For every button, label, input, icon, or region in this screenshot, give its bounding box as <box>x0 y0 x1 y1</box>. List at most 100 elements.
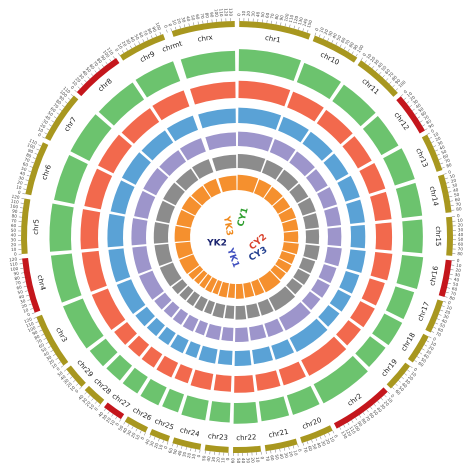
tick-mark <box>443 301 447 303</box>
tick-mark <box>44 132 48 135</box>
tick-mark <box>151 35 153 39</box>
tick-label: 120 <box>223 8 228 17</box>
tick-mark <box>30 308 34 310</box>
ideogram <box>333 387 388 429</box>
tick-mark <box>443 173 447 175</box>
chromosome-label: chr24 <box>179 426 201 439</box>
tick-label: 20 <box>186 452 192 459</box>
tick-mark <box>364 60 367 63</box>
tick-label: 0 <box>456 258 460 263</box>
tick-label: 0 <box>14 251 17 256</box>
tick-mark <box>318 34 321 38</box>
tick-label: 20 <box>48 358 55 365</box>
tick-label: 50 <box>40 346 47 353</box>
tick-label: 30 <box>181 451 187 458</box>
tick-mark <box>153 436 156 440</box>
track-bar <box>132 246 152 274</box>
tick-mark <box>298 26 300 30</box>
tick-label: 30 <box>437 140 444 147</box>
track-bar <box>143 167 169 196</box>
tick-label: 50 <box>440 149 447 156</box>
tick-label: 30 <box>443 313 450 320</box>
track-bar <box>141 346 163 368</box>
tick-label: 50 <box>47 110 54 117</box>
tick-label: 110 <box>348 425 357 435</box>
tick-mark <box>22 281 26 283</box>
tick-mark <box>27 299 31 301</box>
tick-mark <box>34 153 38 155</box>
tick-mark <box>440 309 444 312</box>
tick-label: 30 <box>78 73 86 81</box>
tick-mark <box>48 124 52 127</box>
tick-label: 10 <box>117 43 124 50</box>
tick-label: 10 <box>446 304 453 311</box>
track-bar <box>181 395 209 421</box>
tick-label: 50 <box>133 33 140 40</box>
track-bar <box>179 138 206 161</box>
tick-mark <box>431 331 435 333</box>
tick-mark <box>127 424 130 427</box>
tick-label: 10 <box>292 450 298 457</box>
tick-mark <box>72 380 76 383</box>
tick-label: 10 <box>51 362 59 369</box>
tick-mark <box>351 51 354 55</box>
tick-mark <box>139 430 142 434</box>
tick-mark <box>64 101 68 104</box>
track-bar <box>395 182 423 218</box>
tick-mark <box>302 28 304 32</box>
track-bar <box>218 281 229 298</box>
track-bar <box>402 219 423 254</box>
track-bar <box>163 301 180 318</box>
track-bar <box>179 254 200 275</box>
ideogram <box>396 96 425 134</box>
track-bar <box>108 248 131 283</box>
tick-label: 80 <box>204 12 210 18</box>
tick-label: 40 <box>77 393 85 401</box>
tick-mark <box>119 419 122 422</box>
tick-mark <box>135 428 138 432</box>
tick-label: 30 <box>42 118 49 125</box>
tick-mark <box>101 64 104 68</box>
tick-mark <box>274 449 276 453</box>
track-bar <box>194 295 208 312</box>
tick-label: 30 <box>379 403 386 411</box>
track-bar <box>146 317 165 337</box>
track-bar <box>286 385 320 415</box>
track-bar <box>297 197 316 216</box>
tick-label: 60 <box>420 110 427 117</box>
tick-label: 40 <box>279 453 285 460</box>
track-bar <box>298 257 316 274</box>
tick-mark <box>373 403 377 407</box>
track-bar <box>182 314 199 332</box>
tick-mark <box>149 435 152 438</box>
tick-label: 0 <box>260 456 265 460</box>
tick-mark <box>21 277 25 279</box>
tick-mark <box>170 28 172 32</box>
tick-mark <box>412 108 415 111</box>
track-bar <box>190 81 236 105</box>
chromosome-label: chr10 <box>319 51 341 67</box>
tick-mark <box>123 421 126 425</box>
tick-mark <box>370 406 373 410</box>
tick-label: 130 <box>297 16 304 25</box>
tick-mark <box>166 29 168 33</box>
tick-label: 20 <box>215 457 220 463</box>
tick-label: 40 <box>129 36 136 43</box>
tick-mark <box>60 365 64 368</box>
tick-mark <box>433 326 437 329</box>
tick-mark <box>441 167 445 169</box>
tick-label: 60 <box>167 447 173 454</box>
tick-label: 30 <box>451 182 458 188</box>
tick-label: 0 <box>167 23 173 27</box>
tick-mark <box>48 346 51 349</box>
tick-mark <box>43 338 47 340</box>
track-bar <box>199 274 212 289</box>
tick-label: 0 <box>333 434 339 439</box>
track-bar <box>98 82 145 126</box>
tick-mark <box>438 158 442 160</box>
tick-label: 30 <box>181 17 187 24</box>
tick-mark <box>42 136 46 139</box>
tick-label: 20 <box>455 267 461 273</box>
track-bar <box>116 279 146 315</box>
tick-mark <box>118 52 121 56</box>
